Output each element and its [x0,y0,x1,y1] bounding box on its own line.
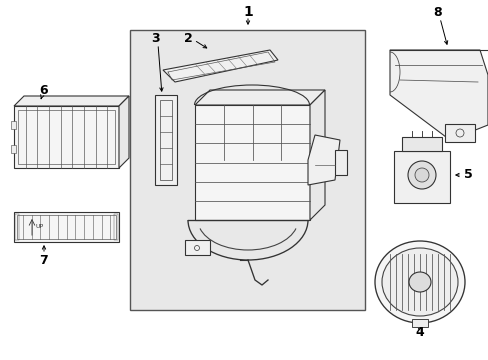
Text: 5: 5 [463,168,471,181]
Bar [14,106,119,168]
Text: 6: 6 [40,84,48,96]
Polygon shape [119,96,129,168]
Text: 8: 8 [433,5,442,18]
Text: 3: 3 [150,31,159,45]
Bar [334,150,346,175]
Bar [11,121,16,129]
Ellipse shape [408,272,430,292]
Bar [160,100,172,180]
Bar [114,214,118,240]
Bar [17,215,116,239]
Polygon shape [195,105,309,220]
Bar [184,240,209,255]
Ellipse shape [374,241,464,323]
Ellipse shape [414,168,428,182]
Bar [155,95,177,185]
Polygon shape [309,90,325,220]
Polygon shape [14,96,129,106]
Bar [18,110,115,164]
Bar [393,151,449,203]
Bar [401,137,441,151]
Text: 7: 7 [40,253,48,266]
Bar [11,145,16,153]
Ellipse shape [407,161,435,189]
Text: 2: 2 [183,31,192,45]
Bar [411,319,427,327]
Text: 1: 1 [243,5,252,19]
Bar [444,124,474,142]
Polygon shape [195,90,325,105]
Bar [14,212,119,242]
Polygon shape [307,135,339,185]
Bar [130,30,364,310]
Ellipse shape [381,248,457,316]
Polygon shape [389,50,487,140]
Polygon shape [163,50,278,82]
Text: UP: UP [36,225,44,230]
Text: 4: 4 [415,325,424,338]
Bar [15,214,19,240]
